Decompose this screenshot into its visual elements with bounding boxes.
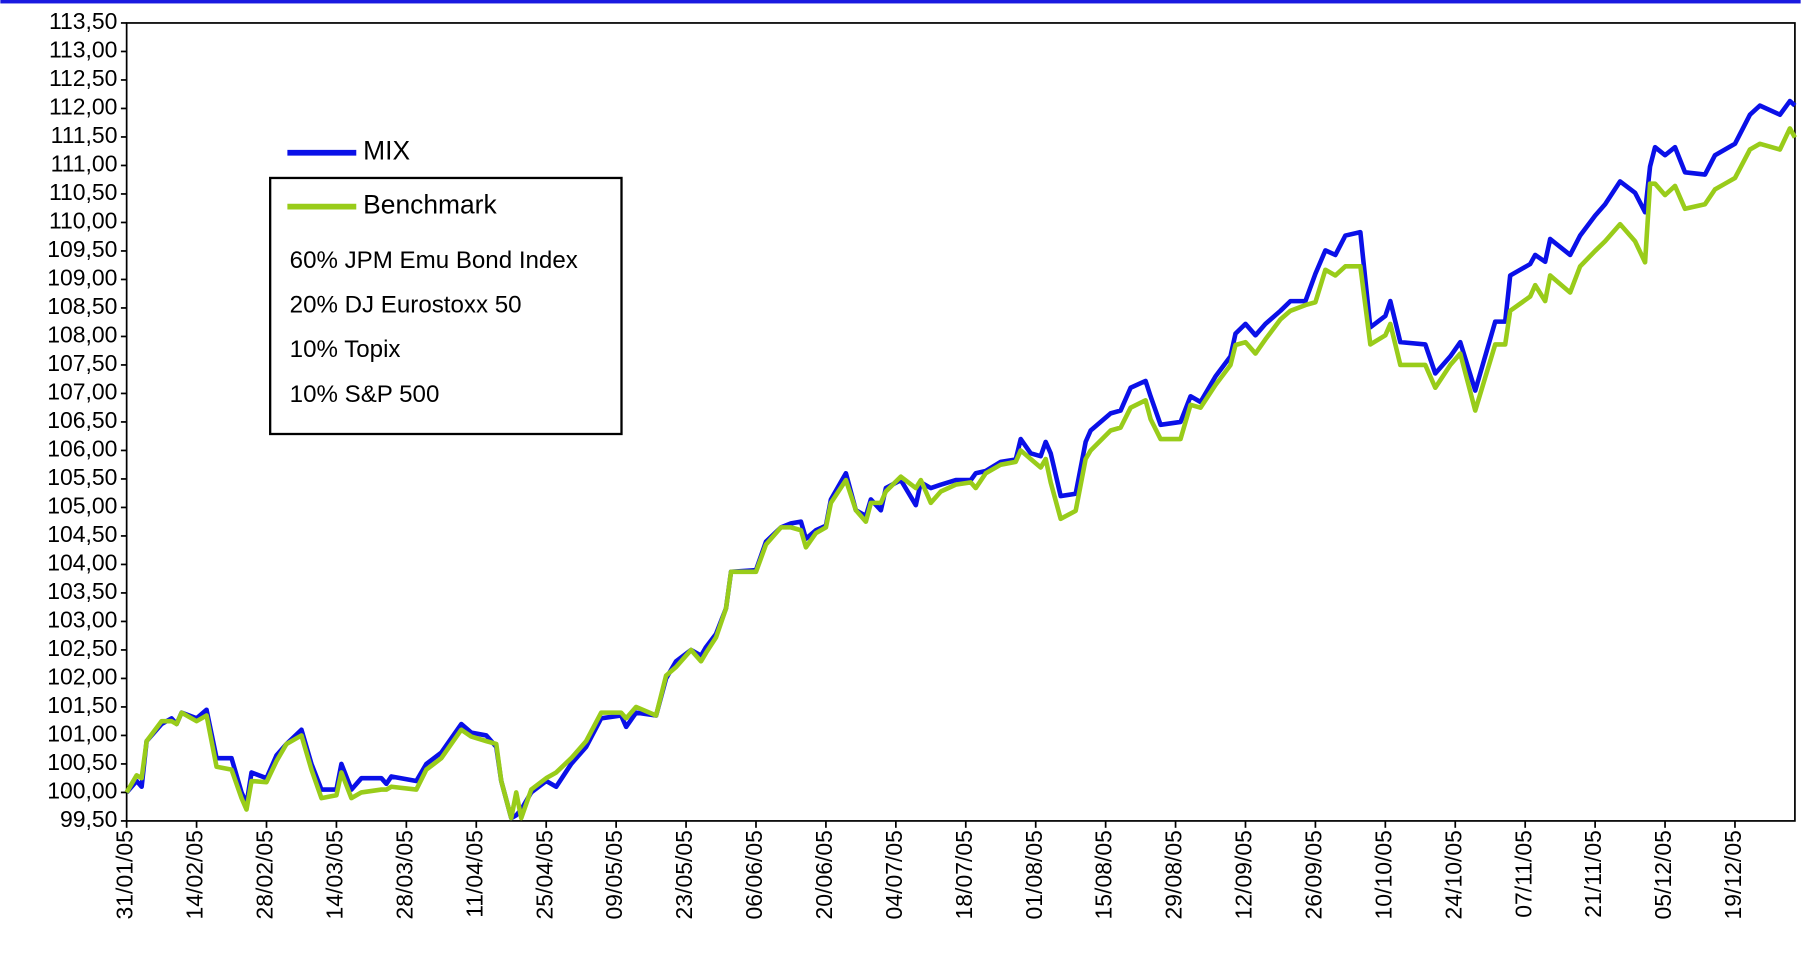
y-tick-label: 107,00 [47,379,117,405]
y-tick-label: 104,50 [47,521,117,547]
x-tick-label: 14/03/05 [321,830,347,919]
x-tick-label: 14/02/05 [182,830,208,919]
x-tick-label: 12/09/05 [1231,830,1257,919]
x-tick-label: 26/09/05 [1300,830,1326,919]
x-tick-label: 20/06/05 [811,830,837,919]
x-tick-label: 06/06/05 [741,830,767,919]
series-line [124,126,1797,821]
x-tick-label: 15/08/05 [1091,830,1117,919]
x-tick-label: 05/12/05 [1650,830,1676,919]
y-tick-label: 112,00 [49,94,118,120]
x-tick-label: 24/10/05 [1440,830,1466,919]
annotation: 10% Topix [290,336,401,363]
y-tick-label: 110,50 [49,179,118,205]
x-tick-label: 18/07/05 [951,830,977,919]
x-tick-label: 07/11/05 [1510,830,1536,918]
y-tick-label: 101,50 [47,692,117,718]
y-tick-label: 100,50 [47,749,117,775]
annotation: 10% S&P 500 [290,381,440,408]
x-tick-label: 28/02/05 [252,830,278,919]
x-tick-label: 11/04/05 [461,830,487,918]
x-tick-label: 25/04/05 [531,830,557,919]
y-tick-label: 107,50 [47,350,117,376]
y-tick-label: 108,50 [47,293,117,319]
y-tick-label: 99,50 [60,806,117,832]
y-tick-label: 106,50 [47,407,117,433]
y-tick-label: 113,50 [49,8,118,34]
y-tick-label: 102,50 [47,635,117,661]
x-tick-label: 28/03/05 [391,830,417,919]
y-tick-label: 110,00 [49,208,118,234]
y-tick-label: 101,00 [47,720,117,746]
y-tick-label: 111,50 [51,122,118,148]
y-tick-label: 108,00 [47,322,117,348]
x-tick-label: 31/01/05 [112,830,138,919]
y-tick-label: 106,00 [47,436,117,462]
annotation: 60% JPM Emu Bond Index [290,247,578,274]
y-tick-label: 112,50 [49,65,118,91]
y-tick-label: 105,00 [47,493,117,519]
x-tick-label: 21/11/05 [1580,830,1606,918]
top-bar [0,0,1801,4]
y-tick-label: 109,00 [47,265,117,291]
y-tick-label: 111,00 [51,151,118,177]
legend-label: MIX [363,136,410,166]
x-tick-label: 23/05/05 [671,830,697,919]
y-tick-label: 100,00 [47,777,117,803]
x-tick-label: 01/08/05 [1021,830,1047,919]
y-tick-label: 103,50 [47,578,117,604]
x-tick-label: 04/07/05 [881,830,907,919]
y-tick-label: 105,50 [47,464,117,490]
series-line [124,98,1797,821]
y-tick-label: 109,50 [47,236,117,262]
x-tick-label: 09/05/05 [601,830,627,919]
y-tick-label: 103,00 [47,606,117,632]
y-tick-label: 102,00 [47,663,117,689]
annotation: 20% DJ Eurostoxx 50 [290,292,522,319]
x-tick-label: 19/12/05 [1720,830,1746,919]
x-tick-label: 10/10/05 [1370,830,1396,919]
y-tick-label: 104,00 [47,550,117,576]
y-tick-label: 113,00 [49,37,118,63]
legend-label: Benchmark [363,190,497,220]
x-tick-label: 29/08/05 [1161,830,1187,919]
legend-box [269,176,623,436]
